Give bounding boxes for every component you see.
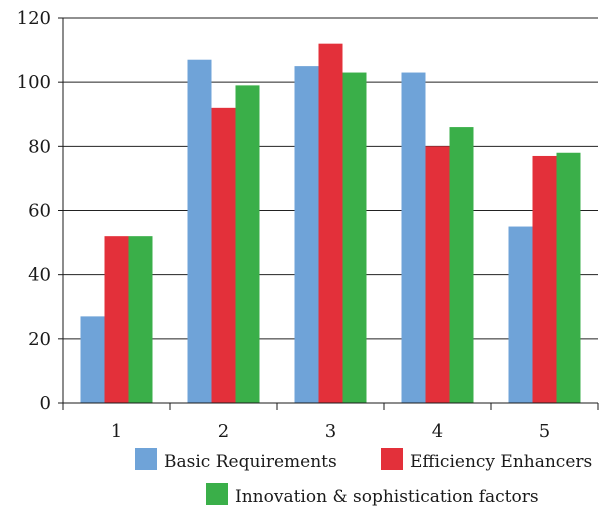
bar-series-1-cat-2 — [187, 59, 212, 403]
y-tick-label: 80 — [28, 136, 51, 157]
legend-label-efficiency-enhancers: Efficiency Enhancers — [410, 452, 592, 472]
legend-label-basic-requirements: Basic Requirements — [164, 452, 337, 472]
x-tick-label: 5 — [539, 421, 550, 442]
bar-series-2-cat-5 — [532, 155, 557, 403]
legend-swatch-efficiency-enhancers — [381, 448, 403, 470]
legend: Basic Requirements Efficiency Enhancers … — [135, 448, 592, 507]
bars — [80, 43, 581, 404]
legend-swatch-innovation-sophistication — [206, 483, 228, 505]
bar-series-1-cat-4 — [401, 72, 426, 404]
y-tick-label: 40 — [28, 265, 51, 286]
bar-series-2-cat-4 — [425, 146, 450, 404]
bar-series-3-cat-5 — [556, 152, 581, 403]
bar-series-1-cat-1 — [80, 316, 105, 403]
bar-series-3-cat-4 — [449, 127, 474, 403]
bar-series-2-cat-1 — [104, 236, 129, 403]
y-tick-label: 120 — [17, 8, 51, 29]
y-tick-label: 20 — [28, 329, 51, 350]
bar-series-2-cat-2 — [211, 107, 236, 403]
y-axis-ticks: 0 20 40 60 80 100 120 — [17, 8, 63, 414]
legend-label-innovation-sophistication: Innovation & sophistication factors — [235, 487, 539, 507]
bar-series-1-cat-3 — [294, 66, 319, 403]
y-tick-label: 0 — [40, 393, 51, 414]
x-tick-label: 3 — [325, 421, 336, 442]
x-tick-label: 1 — [111, 421, 122, 442]
y-tick-label: 100 — [17, 72, 51, 93]
legend-swatch-basic-requirements — [135, 448, 157, 470]
x-axis-ticks: 1 2 3 4 5 — [62, 403, 599, 442]
bar-series-3-cat-1 — [128, 236, 153, 403]
bar-series-2-cat-3 — [318, 43, 343, 404]
x-tick-label: 4 — [432, 421, 443, 442]
bar-series-1-cat-5 — [508, 226, 533, 403]
bar-series-3-cat-2 — [235, 85, 260, 403]
x-tick-label: 2 — [218, 421, 229, 442]
y-tick-label: 60 — [28, 201, 51, 222]
bar-series-3-cat-3 — [342, 72, 367, 404]
